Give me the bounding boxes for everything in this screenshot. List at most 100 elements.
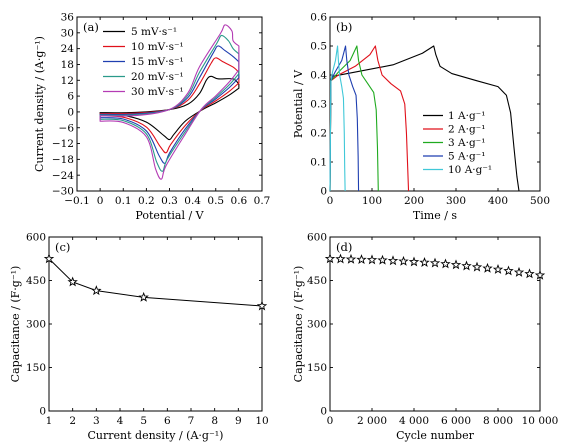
cv-curve-3 [99, 45, 240, 164]
data-point-star [471, 261, 483, 272]
y-tick-label-b: 0.1 [310, 157, 327, 169]
x-tick-label-c: 10 [255, 415, 268, 427]
x-tick-label-c: 9 [235, 415, 242, 427]
x-tick-label-d: 10 000 [522, 415, 559, 427]
x-axis-label-a: Potential / V [135, 209, 204, 222]
x-tick-label-a: −0.1 [64, 195, 90, 207]
data-point-star [482, 262, 493, 273]
y-tick-label-b: 0 [320, 186, 327, 198]
plot-frame-c [48, 236, 263, 412]
y-tick-label-d: 450 [307, 275, 327, 287]
x-axis-label-b: Time / s [413, 209, 457, 222]
legend-label-b-5: 10 A·g⁻¹ [448, 164, 492, 176]
y-tick-label-b: 0.5 [310, 41, 327, 53]
legend-label-b-1: 1 A·g⁻¹ [448, 110, 485, 122]
y-tick-label-a: −6 [59, 122, 75, 134]
panel-a: −0.1 0 0.1 0.2 0.3 0.4 0.5 0.6 0.7 −30 −24 −18 −12 −6… [33, 12, 270, 222]
data-point-star [419, 257, 430, 267]
y-tick-label-d: 300 [307, 319, 327, 331]
panel-label-b: (b) [336, 20, 352, 34]
data-point-star [335, 253, 346, 264]
y-tick-label-b: 0.4 [310, 70, 327, 82]
data-point-star [324, 253, 336, 264]
x-tick-label-c: 1 [46, 415, 53, 427]
panel-d: 0 2 000 4 000 6 000 8 000 10 000 0 150 300 450 600… [292, 232, 558, 442]
legend-label-b-4: 5 A·g⁻¹ [448, 151, 485, 163]
data-point-star [524, 268, 535, 279]
cv-curve-2 [99, 57, 240, 154]
x-tick-label-c: 2 [69, 415, 76, 427]
data-point-star [387, 255, 399, 266]
y-tick-label-a: −24 [52, 170, 74, 182]
legend-label-a-1: 5 mV·s⁻¹ [131, 26, 177, 38]
x-tick-label-c: 3 [93, 415, 100, 427]
x-tick-label-b: 100 [362, 195, 382, 207]
y-tick-label-d: 600 [307, 232, 327, 244]
cv-curve-4 [99, 34, 240, 172]
y-tick-label-a: 12 [61, 75, 74, 87]
y-tick-label-c: 150 [26, 362, 46, 374]
legend-label-a-5: 30 mV·s⁻¹ [131, 86, 184, 98]
gcd-curve-1 [329, 45, 520, 192]
y-tick-label-a: 30 [61, 27, 74, 39]
gcd-curve-5 [329, 45, 346, 192]
capacitance-line [48, 258, 263, 307]
panel-b: 0 100 200 300 400 500 0 0.1 0.2 0.3 0.4 0.5 0.6 Time … [292, 12, 550, 222]
x-axis-label-d: Cycle number [396, 429, 474, 442]
y-tick-label-c: 450 [26, 275, 46, 287]
cv-curve-1 [99, 75, 240, 141]
x-tick-label-c: 4 [117, 415, 124, 427]
x-tick-label-c: 6 [164, 415, 171, 427]
x-tick-label-b: 200 [404, 195, 424, 207]
data-point-star [67, 276, 78, 287]
gcd-curve-4 [329, 45, 360, 192]
legend-label-b-2: 2 A·g⁻¹ [448, 124, 485, 136]
panel-label-d: (d) [336, 240, 352, 254]
y-tick-label-c: 600 [26, 232, 46, 244]
legend-label-a-4: 20 mV·s⁻¹ [131, 71, 184, 83]
x-tick-label-a: 0 [97, 195, 104, 207]
data-point-star [398, 255, 409, 266]
y-tick-label-b: 0.6 [310, 12, 327, 24]
y-tick-label-a: 24 [61, 43, 75, 55]
gcd-curve-2 [329, 45, 410, 192]
data-point-star [345, 253, 357, 264]
y-tick-label-a: −30 [52, 186, 74, 198]
x-tick-label-c: 5 [140, 415, 147, 427]
data-point-star [492, 263, 504, 274]
x-tick-label-a: 0.4 [184, 195, 201, 207]
x-tick-label-a: 0.3 [161, 195, 178, 207]
x-axis-label-c: Current density / (A·g⁻¹) [88, 429, 224, 442]
gcd-curve-3 [329, 45, 379, 192]
y-axis-label-b: Potential / V [292, 69, 305, 138]
y-axis-label-d: Capacitance / (F·g⁻¹) [292, 266, 305, 383]
y-tick-label-b: 0.3 [310, 99, 327, 111]
y-tick-label-d: 0 [320, 406, 327, 418]
x-tick-label-b: 300 [446, 195, 466, 207]
y-axis-label-c: Capacitance / (F·g⁻¹) [9, 266, 22, 383]
data-point-star [429, 257, 441, 268]
data-point-star [43, 253, 55, 264]
y-tick-label-a: −12 [52, 138, 74, 150]
y-tick-label-c: 300 [26, 319, 46, 331]
x-tick-label-a: 0.7 [254, 195, 271, 207]
data-point-star [356, 254, 367, 265]
y-tick-label-b: 0.2 [310, 128, 327, 140]
legend-label-a-3: 15 mV·s⁻¹ [131, 56, 184, 68]
data-point-star [534, 269, 546, 280]
x-tick-label-a: 0.1 [115, 195, 132, 207]
y-tick-label-d: 150 [307, 362, 327, 374]
legend-label-a-2: 10 mV·s⁻¹ [131, 41, 184, 53]
x-tick-label-b: 500 [530, 195, 550, 207]
x-tick-label-c: 7 [188, 415, 195, 427]
data-point-star [377, 254, 388, 265]
y-axis-label-a: Current density / (A·g⁻¹) [33, 36, 46, 172]
y-tick-label-c: 0 [39, 406, 46, 418]
y-tick-label-a: −18 [52, 154, 74, 166]
data-point-star [513, 266, 525, 277]
data-point-star [138, 291, 149, 302]
x-tick-label-c: 8 [211, 415, 218, 427]
data-point-star [461, 260, 472, 271]
data-point-star [450, 259, 462, 270]
x-tick-label-a: 0.5 [207, 195, 224, 207]
